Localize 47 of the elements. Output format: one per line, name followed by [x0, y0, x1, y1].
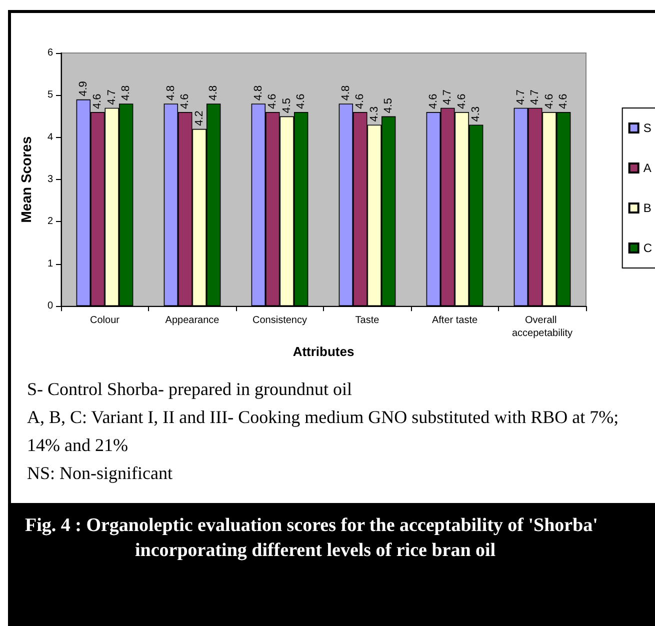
data-label: 4.7: [442, 90, 454, 105]
data-label: 4.9: [77, 81, 90, 96]
data-label: 4.7: [514, 90, 527, 105]
data-label: 4.5: [280, 98, 293, 114]
y-tick-label: 3: [47, 174, 54, 186]
data-label: 4.6: [266, 94, 279, 110]
data-label: 4.8: [208, 85, 220, 101]
text: NS: Non-significant: [27, 462, 174, 485]
y-tick-label: 2: [47, 216, 54, 228]
data-label: 4.8: [120, 85, 132, 101]
data-label: 4.6: [295, 94, 308, 110]
data-label: 4.6: [558, 94, 570, 110]
y-axis-title: Mean Scores: [18, 136, 34, 223]
data-label: 4.3: [470, 106, 482, 122]
x-tick-label: Appearance: [165, 315, 220, 326]
y-tick-label: 6: [47, 48, 54, 58]
data-label: 4.6: [427, 94, 440, 110]
y-tick-label: 5: [47, 90, 54, 101]
data-label: 4.3: [368, 106, 380, 122]
x-tick-label: Consistency: [252, 315, 307, 326]
data-label: 4.8: [252, 85, 264, 101]
data-label: 4.8: [164, 85, 177, 101]
y-tick-label: 1: [47, 258, 54, 270]
y-tick-label: 0: [47, 300, 54, 312]
data-label: 4.6: [543, 94, 556, 110]
data-label: 4.5: [382, 98, 395, 114]
data-label: 4.7: [529, 90, 542, 105]
x-tick-label: Taste: [355, 315, 380, 326]
data-label: 4.7: [106, 90, 118, 105]
data-label: 4.6: [354, 94, 366, 110]
data-label: 4.8: [340, 85, 352, 101]
x-tick-label: After taste: [432, 315, 478, 326]
data-label: 4.6: [92, 94, 104, 110]
data-label: 4.2: [193, 110, 206, 126]
x-tick-label: Colour: [90, 315, 120, 326]
x-tick-label: Overall accepetability: [512, 315, 573, 340]
text: A, B, C: Variant I, II and III- Cooking medium GNO substituted with RBO at 7%; 14% and 21%: [27, 406, 620, 457]
data-label: 4.6: [179, 94, 192, 110]
text: S- Control Shorba- prepared in groundnut oil: [27, 378, 353, 401]
y-tick-label: 4: [47, 132, 54, 143]
text: Fig. 4 : Organoleptic evaluation scores for the acceptability of 'Shorba' incorporating different levels of rice bran oil: [25, 514, 599, 563]
legend-label: A: [643, 161, 652, 175]
legend-label: C: [643, 241, 652, 255]
legend-label: B: [643, 201, 652, 215]
data-label: 4.6: [456, 94, 468, 110]
x-axis-title: Attributes: [292, 344, 354, 359]
legend-label: S: [643, 121, 652, 135]
